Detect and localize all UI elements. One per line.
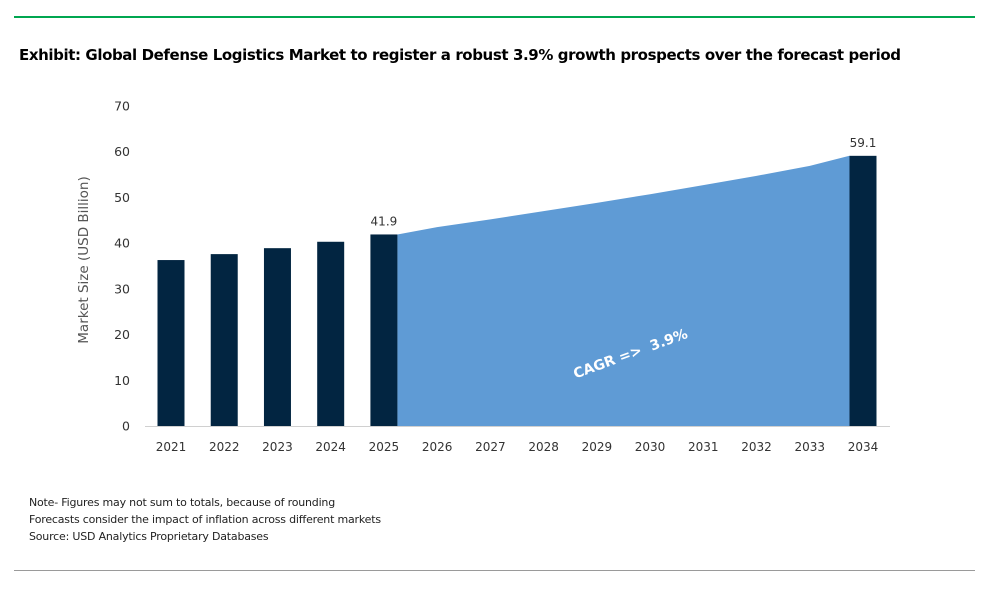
bar-2025 xyxy=(370,234,398,426)
x-tick-2026: 2026 xyxy=(422,440,453,454)
bar-2021 xyxy=(157,260,185,426)
y-tick-50: 50 xyxy=(114,190,130,205)
bar-2022 xyxy=(210,254,238,426)
bar-2024 xyxy=(317,241,345,426)
y-axis-label: Market Size (USD Billion) xyxy=(76,176,92,343)
bottom-rule xyxy=(14,570,975,571)
x-tick-2025: 2025 xyxy=(369,440,400,454)
y-tick-20: 20 xyxy=(114,327,130,342)
y-tick-30: 30 xyxy=(114,281,130,296)
notes: Note- Figures may not sum to totals, bec… xyxy=(29,494,381,545)
x-tick-2024: 2024 xyxy=(315,440,346,454)
x-tick-2033: 2033 xyxy=(794,440,825,454)
bar-2034 xyxy=(849,155,877,427)
note-inflation: Forecasts consider the impact of inflati… xyxy=(29,513,381,526)
note-source: Source: USD Analytics Proprietary Databa… xyxy=(29,530,269,543)
data-label-2025: 41.9 xyxy=(371,214,398,228)
x-tick-2031: 2031 xyxy=(688,440,719,454)
y-tick-70: 70 xyxy=(114,99,130,114)
x-tick-2030: 2030 xyxy=(635,440,666,454)
top-rule xyxy=(14,16,975,18)
data-label-2034: 59.1 xyxy=(850,136,877,150)
exhibit-title: Exhibit: Global Defense Logistics Market… xyxy=(19,46,901,64)
x-tick-2022: 2022 xyxy=(209,440,240,454)
x-tick-2023: 2023 xyxy=(262,440,293,454)
x-tick-2032: 2032 xyxy=(741,440,772,454)
x-tick-2027: 2027 xyxy=(475,440,506,454)
y-tick-60: 60 xyxy=(114,144,130,159)
x-tick-2028: 2028 xyxy=(528,440,559,454)
y-tick-0: 0 xyxy=(122,419,130,434)
x-tick-2034: 2034 xyxy=(848,440,879,454)
note-rounding: Note- Figures may not sum to totals, bec… xyxy=(29,496,335,509)
y-tick-40: 40 xyxy=(114,236,130,251)
x-tick-2029: 2029 xyxy=(582,440,613,454)
x-tick-2021: 2021 xyxy=(156,440,187,454)
y-tick-10: 10 xyxy=(114,373,130,388)
bar-2023 xyxy=(263,248,291,426)
forecast-area xyxy=(397,155,850,427)
